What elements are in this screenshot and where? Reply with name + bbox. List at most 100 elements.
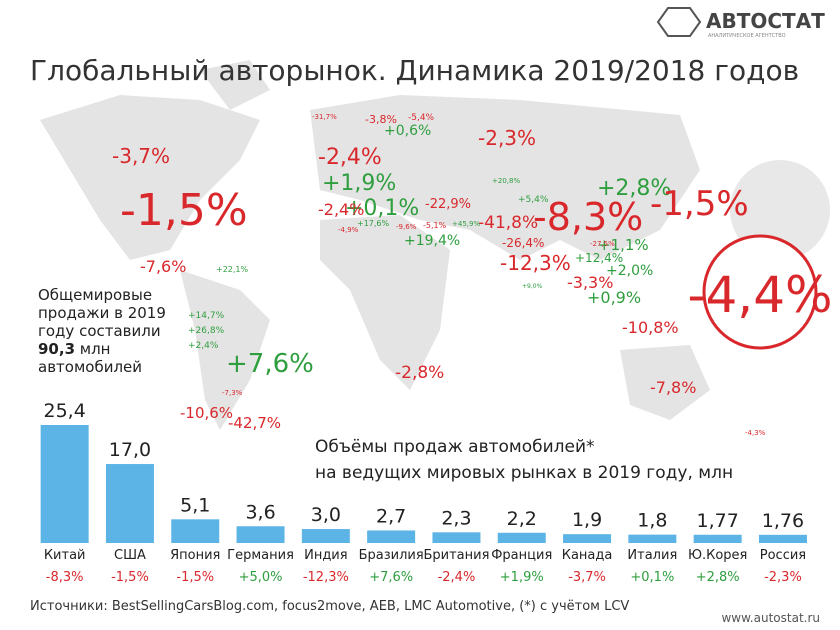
map-label: -8,3% — [533, 195, 643, 239]
world-map — [40, 60, 830, 430]
map-label: -7,8% — [650, 378, 696, 397]
map-label: -5,1% — [423, 221, 447, 230]
global-change: -4,4% — [687, 266, 832, 324]
map-label: +0,9% — [587, 288, 641, 307]
category-label: Италия — [627, 548, 677, 563]
bar — [432, 532, 481, 543]
map-label: +14,7% — [188, 311, 225, 321]
logo-sub: АНАЛИТИЧЕСКОЕ АГЕНТСТВО — [708, 33, 786, 39]
map-label: -3,8% — [365, 113, 397, 126]
change-label: -2,4% — [438, 570, 476, 585]
map-label: +9,0% — [522, 283, 543, 290]
value-label: 1,76 — [762, 510, 804, 532]
map-label: +22,1% — [216, 265, 249, 274]
map-label: +17,6% — [357, 219, 390, 228]
change-label: -2,3% — [764, 570, 802, 585]
map-label: -27,5% — [590, 240, 615, 248]
logo-text: АВТОСТАТ — [706, 9, 825, 33]
value-label: 2,7 — [376, 505, 406, 527]
map-label: -3,3% — [567, 273, 613, 292]
title: Глобальный авторынок. Динамика 2019/2018… — [30, 54, 799, 87]
map-label: -2,4% — [318, 200, 364, 219]
chart-title: Объёмы продаж автомобилей* — [315, 437, 595, 457]
map-label: -4,9% — [338, 226, 359, 234]
info-line: автомобилей — [38, 358, 142, 376]
category-label: Россия — [760, 548, 806, 563]
info-unit: млн — [75, 340, 110, 358]
category-label: Ю.Корея — [688, 548, 747, 563]
map-label: +2,4% — [188, 341, 219, 351]
category-label: Британия — [423, 548, 489, 563]
change-label: +2,8% — [696, 570, 740, 585]
map-label: +45,9% — [452, 220, 480, 228]
map-label: +5,4% — [518, 195, 549, 205]
map-label: -41,8% — [478, 213, 538, 233]
info-amount: 90,3 — [38, 340, 75, 358]
category-label: Индия — [304, 548, 347, 563]
bar — [301, 529, 350, 543]
value-label: 17,0 — [109, 439, 151, 461]
category-label: Франция — [491, 548, 552, 563]
map-label: -22,9% — [425, 197, 471, 212]
map-label: -5,4% — [408, 113, 435, 123]
map-label: +19,4% — [404, 233, 460, 249]
map-label: +20,8% — [492, 177, 520, 185]
info-line: продажи в 2019 — [38, 304, 166, 322]
map-label: +0,1% — [345, 196, 419, 221]
map-label: -1,5% — [650, 184, 749, 224]
map-label: -2,8% — [395, 363, 444, 383]
change-label: +7,6% — [369, 570, 413, 585]
bar — [40, 425, 89, 543]
category-label: Канада — [562, 548, 613, 563]
change-label: -1,5% — [176, 570, 214, 585]
category-label: Япония — [170, 548, 220, 563]
category-label: Бразилия — [359, 548, 424, 563]
map-label: -3,7% — [112, 144, 170, 168]
map-label: +1,1% — [598, 236, 649, 254]
category-label: Китай — [44, 548, 86, 563]
map-label: -4,3% — [745, 429, 766, 437]
bar — [236, 526, 285, 543]
value-label: 25,4 — [43, 400, 85, 422]
map-label: -12,3% — [500, 251, 571, 275]
info-line: году составили — [38, 322, 161, 340]
value-label: 2,3 — [441, 507, 471, 529]
map-label: +12,4% — [575, 251, 623, 265]
info: Общемировые продажи в 2019 году составил… — [38, 286, 166, 376]
map-label: +26,8% — [188, 326, 225, 336]
bar — [105, 464, 154, 543]
map-label: +0,6% — [384, 123, 431, 139]
map-label: -10,6% — [180, 404, 233, 422]
value-label: 2,2 — [507, 508, 537, 530]
info-line: 90,3 млн — [38, 340, 111, 358]
bar — [628, 534, 677, 543]
bar — [758, 534, 807, 543]
map-label: -7,6% — [140, 257, 186, 276]
value-label: 1,8 — [637, 510, 667, 532]
bar — [497, 532, 546, 543]
map-label: +2,8% — [597, 176, 671, 201]
map-label: -2,4% — [318, 145, 382, 170]
map-label: +2,0% — [606, 263, 653, 279]
logo: АВТОСТАТ АНАЛИТИЧЕСКОЕ АГЕНТСТВО — [656, 7, 825, 39]
category-label: США — [114, 548, 146, 563]
change-label: -1,5% — [111, 570, 149, 585]
map-label: +7,6% — [226, 349, 314, 379]
value-label: 3,6 — [245, 501, 275, 523]
map-label: -26,4% — [502, 236, 544, 250]
map-label: -9,6% — [396, 223, 417, 231]
value-label: 3,0 — [311, 504, 341, 526]
sources: Источники: BestSellingCarsBlog.com, focu… — [30, 599, 629, 614]
map-label: -1,5% — [120, 185, 248, 236]
change-label: -8,3% — [46, 570, 84, 585]
bar — [171, 519, 220, 543]
change-label: -12,3% — [303, 570, 349, 585]
map-label: -2,3% — [478, 126, 536, 150]
map-label: -42,7% — [228, 414, 281, 432]
site: www.autostat.ru — [721, 611, 820, 625]
bar — [367, 530, 416, 543]
value-label: 1,77 — [696, 510, 738, 532]
bar — [563, 534, 612, 543]
info-line: Общемировые — [38, 286, 152, 304]
value-label: 1,9 — [572, 509, 602, 531]
